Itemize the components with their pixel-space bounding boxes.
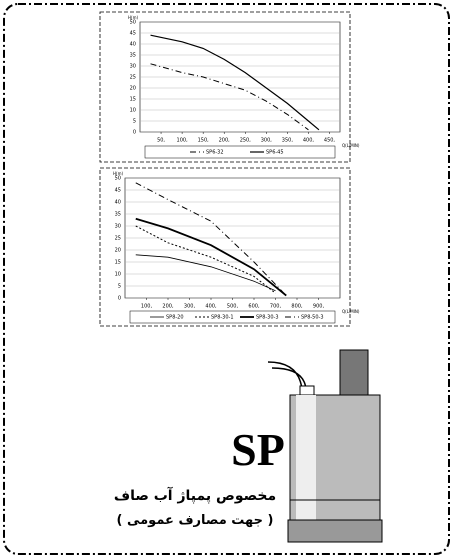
x-tick-label: 250, xyxy=(240,138,252,144)
y-tick-label: 20 xyxy=(115,248,121,254)
series-line xyxy=(151,64,309,130)
series-line xyxy=(136,255,276,291)
x-tick-label: 300, xyxy=(261,138,273,144)
x-tick-label: 500, xyxy=(227,304,239,310)
y-tick-label: 50 xyxy=(115,176,121,182)
y-axis-label: H(m) xyxy=(128,15,138,20)
series-line xyxy=(136,226,276,293)
y-tick-label: 10 xyxy=(115,272,121,278)
y-tick-label: 40 xyxy=(130,42,136,48)
legend-label: SP8-30-1 xyxy=(211,315,234,321)
y-tick-label: 0 xyxy=(133,130,136,136)
x-tick-label: 200, xyxy=(162,304,174,310)
y-tick-label: 25 xyxy=(130,75,136,81)
product-note: ( جهت مصارف عمومی ) xyxy=(117,513,274,528)
legend-label: SP8-50-3 xyxy=(301,315,324,321)
y-tick-label: 30 xyxy=(130,64,136,70)
x-tick-label: 350, xyxy=(282,138,294,144)
x-tick-label: 300, xyxy=(184,304,196,310)
product-name: SP xyxy=(231,424,285,475)
x-tick-label: 50, xyxy=(157,138,165,144)
y-tick-label: 25 xyxy=(115,236,121,242)
x-axis-label: Q(L/MIN) xyxy=(342,143,360,148)
legend-label: SP6-32 xyxy=(206,150,224,156)
y-tick-label: 0 xyxy=(118,296,121,302)
y-tick-label: 10 xyxy=(130,108,136,114)
page-border xyxy=(4,4,449,554)
y-tick-label: 45 xyxy=(130,31,136,37)
x-tick-label: 400, xyxy=(205,304,217,310)
legend-label: SP6-45 xyxy=(266,150,284,156)
product-description: مخصوص پمپاژ آب صاف xyxy=(114,486,276,504)
x-tick-label: 900, xyxy=(313,304,325,310)
y-tick-label: 5 xyxy=(133,119,136,125)
x-tick-label: 700, xyxy=(270,304,282,310)
y-tick-label: 20 xyxy=(130,86,136,92)
y-axis-label: H(m) xyxy=(113,171,123,176)
x-tick-label: 150, xyxy=(198,138,210,144)
y-tick-label: 45 xyxy=(115,188,121,194)
legend-label: SP8-20 xyxy=(166,315,184,321)
y-tick-label: 40 xyxy=(115,200,121,206)
x-tick-label: 600, xyxy=(248,304,260,310)
legend-label: SP8-30-3 xyxy=(256,315,279,321)
y-tick-label: 35 xyxy=(130,53,136,59)
page: SP مخصوص پمپاژ آب صاف ( جهت مصارف عمومی … xyxy=(0,0,453,558)
x-tick-label: 200, xyxy=(219,138,231,144)
y-tick-label: 35 xyxy=(115,212,121,218)
y-tick-label: 50 xyxy=(130,20,136,26)
legend xyxy=(145,146,335,158)
series-line xyxy=(151,35,319,130)
x-tick-label: 400, xyxy=(303,138,315,144)
y-tick-label: 30 xyxy=(115,224,121,230)
chart-frame xyxy=(100,168,350,326)
y-tick-label: 15 xyxy=(115,260,121,266)
x-tick-label: 100, xyxy=(141,304,153,310)
series-line xyxy=(136,183,287,296)
pump xyxy=(268,350,382,542)
x-tick-label: 800, xyxy=(291,304,303,310)
y-tick-label: 15 xyxy=(130,97,136,103)
x-tick-label: 100, xyxy=(177,138,189,144)
x-axis-label: Q(L/MIN) xyxy=(342,309,360,314)
y-tick-label: 5 xyxy=(118,284,121,290)
x-tick-label: 450, xyxy=(324,138,336,144)
